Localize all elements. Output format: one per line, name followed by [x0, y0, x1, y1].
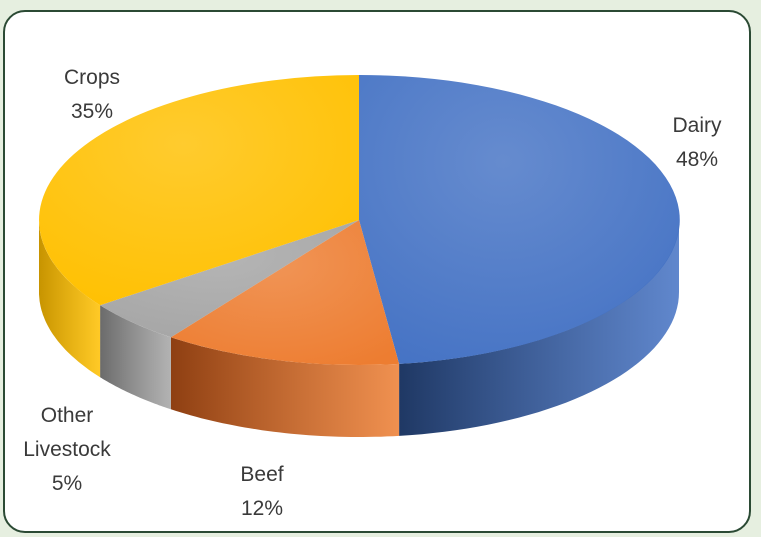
data-label-dairy: Dairy 48%	[672, 114, 722, 171]
slice-side-crops	[39, 220, 101, 378]
slice-side-beef	[170, 337, 400, 437]
data-label-beef: Beef 12%	[240, 463, 283, 520]
pie-side-walls	[39, 220, 679, 437]
slice-other-livestock	[100, 220, 359, 338]
data-label-other-livestock: Other Livestock 5%	[23, 404, 111, 495]
pie-top-faces	[39, 74, 680, 366]
slice-side-other-livestock	[100, 305, 171, 410]
slice-dairy	[359, 74, 680, 364]
slice-crops	[39, 75, 360, 306]
data-label-crops: Crops 35%	[64, 66, 120, 123]
data-labels: Dairy 48% Beef 12% Other Livestock 5% Crops 35%	[23, 66, 722, 520]
slice-side-dairy	[399, 220, 679, 436]
pie-chart: Dairy 48% Beef 12% Other Livestock 5% Crops 35%	[23, 66, 722, 520]
slice-beef	[170, 220, 400, 366]
chart-card: Dairy 48% Beef 12% Other Livestock 5% Crops 35%	[3, 10, 751, 533]
